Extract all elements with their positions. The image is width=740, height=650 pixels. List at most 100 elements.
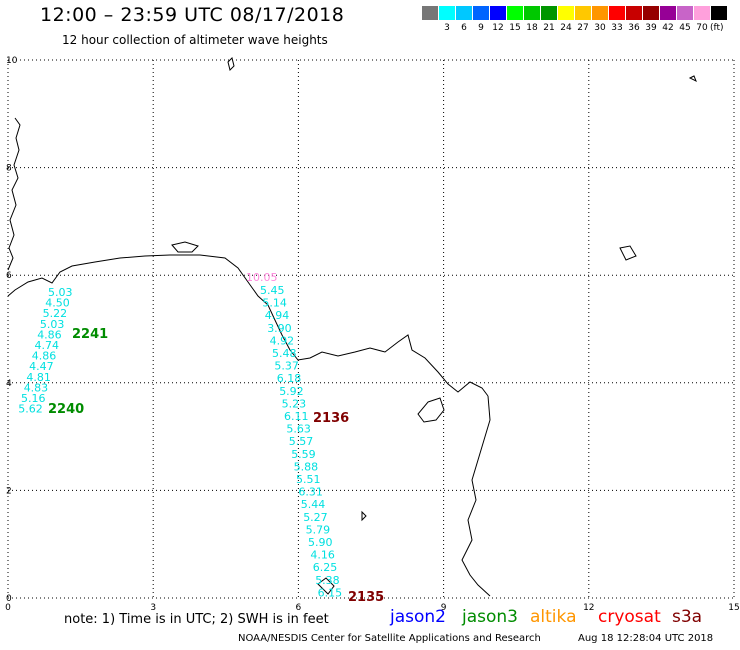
legend-label: 27 [577, 23, 589, 33]
grid-lines [7, 59, 735, 599]
wave-height-label: 10.05 [246, 271, 278, 284]
satellite-name: jason3 [462, 607, 518, 627]
wave-height-label: 3.90 [267, 322, 292, 335]
coastline-north-shore [7, 254, 489, 397]
legend-label: 15 [509, 23, 521, 33]
legend-swatch [677, 6, 693, 20]
wave-height-label: 5.37 [274, 360, 299, 373]
wave-height-label: 5.23 [282, 397, 307, 410]
wave-height-label: 5.57 [289, 435, 314, 448]
y-tick-label: 6 [6, 271, 12, 281]
north-island [227, 57, 235, 71]
legend-label: 21 [543, 23, 555, 33]
legend-label: 12 [492, 23, 504, 33]
wave-height-label: 4.74 [35, 339, 60, 352]
wave-height-label: 5.03 [48, 286, 73, 299]
coastline-east-shore [461, 395, 491, 597]
wave-height-label: 6.18 [277, 372, 302, 385]
legend-swatch [609, 6, 625, 20]
legend-unit: (ft) [710, 23, 724, 33]
credit-text: NOAA/NESDIS Center for Satellite Applica… [238, 633, 541, 644]
satellite-name: s3a [672, 607, 703, 627]
y-tick-label: 2 [6, 486, 12, 496]
wave-height-label: 4.86 [37, 328, 62, 341]
legend-swatch [456, 6, 472, 20]
wave-height-label: 5.38 [315, 574, 340, 587]
legend-label: 70 [696, 23, 708, 33]
pass-label: 2240 [48, 402, 84, 417]
small-islet [688, 75, 697, 83]
x-tick-label: 9 [441, 603, 447, 613]
coast-blob [171, 241, 199, 253]
legend-swatch [694, 6, 710, 20]
legend-label: 33 [611, 23, 623, 33]
satellite-name: altika [530, 607, 577, 627]
wave-height-label: 5.14 [262, 297, 287, 310]
y-tick-label: 0 [6, 594, 12, 604]
inland-lake [417, 397, 445, 423]
legend-swatch [592, 6, 608, 20]
east-island [619, 245, 637, 261]
wave-height-label: 5.27 [303, 511, 328, 524]
wave-height-label: 5.63 [286, 423, 311, 436]
legend-label: 18 [526, 23, 538, 33]
wave-height-labels: 5.034.505.225.034.864.744.864.474.814.83… [18, 271, 342, 599]
wave-height-label: 6.25 [313, 561, 338, 574]
footer-note: note: 1) Time is in UTC; 2) SWH is in fe… [64, 612, 329, 627]
wave-height-label: 5.48 [272, 347, 297, 360]
wave-height-label: 5.51 [296, 473, 321, 486]
pass-labels: 2241 2240 2136 2135 [48, 327, 384, 605]
pass-label: 2135 [348, 590, 384, 605]
south-island [317, 577, 335, 595]
legend-label: 9 [478, 23, 484, 33]
wave-height-label: 4.81 [26, 371, 51, 384]
x-tick-label: 3 [150, 603, 156, 613]
wave-height-label: 4.47 [29, 360, 53, 373]
legend-label: 39 [645, 23, 657, 33]
legend-swatch [422, 6, 438, 20]
wave-height-label: 5.59 [291, 448, 316, 461]
legend-label: 6 [461, 23, 467, 33]
wave-height-label: 5.90 [308, 536, 333, 549]
legend-swatch [660, 6, 676, 20]
satellite-name: jason2 [390, 607, 446, 627]
pass-label: 2136 [313, 411, 349, 426]
wave-height-label: 5.16 [21, 392, 46, 405]
legend-swatch [524, 6, 540, 20]
satellite-name: cryosat [598, 607, 661, 627]
y-tick-label: 8 [6, 164, 12, 174]
wave-height-label: 4.16 [310, 549, 335, 562]
legend-swatch [473, 6, 489, 20]
axis-labels: 0 3 6 9 12 15 10 8 6 4 2 0 [5, 56, 740, 613]
x-tick-label: 0 [5, 603, 11, 613]
wave-height-label: 6.31 [298, 486, 323, 499]
wave-height-label: 4.94 [265, 309, 290, 322]
legend-label: 24 [560, 23, 572, 33]
x-tick-label: 6 [296, 603, 302, 613]
small-islet-2 [361, 510, 367, 522]
legend-swatch [507, 6, 523, 20]
x-tick-label: 12 [583, 603, 594, 613]
legend-swatch [711, 6, 727, 20]
wave-height-label: 5.45 [260, 284, 285, 297]
wave-height-label: 4.86 [32, 350, 57, 363]
wave-height-label: 5.92 [279, 385, 304, 398]
legend-label: 30 [594, 23, 606, 33]
map-subtitle: 12 hour collection of altimeter wave hei… [62, 33, 328, 47]
coastline-west-islands [7, 117, 21, 271]
wave-height-label: 4.92 [270, 334, 295, 347]
wave-height-label: 4.50 [45, 297, 70, 310]
pass-label: 2241 [72, 327, 108, 342]
legend-label: 45 [679, 23, 691, 33]
legend-swatch [643, 6, 659, 20]
x-tick-label: 15 [728, 603, 739, 613]
wave-height-label: 5.03 [40, 318, 65, 331]
legend-label: 42 [662, 23, 674, 33]
legend-label: 3 [444, 23, 450, 33]
legend-swatch [439, 6, 455, 20]
wave-height-label: 5.79 [306, 523, 331, 536]
wave-height-label: 5.44 [301, 498, 326, 511]
legend-swatch [626, 6, 642, 20]
wave-height-label: 5.88 [294, 460, 319, 473]
